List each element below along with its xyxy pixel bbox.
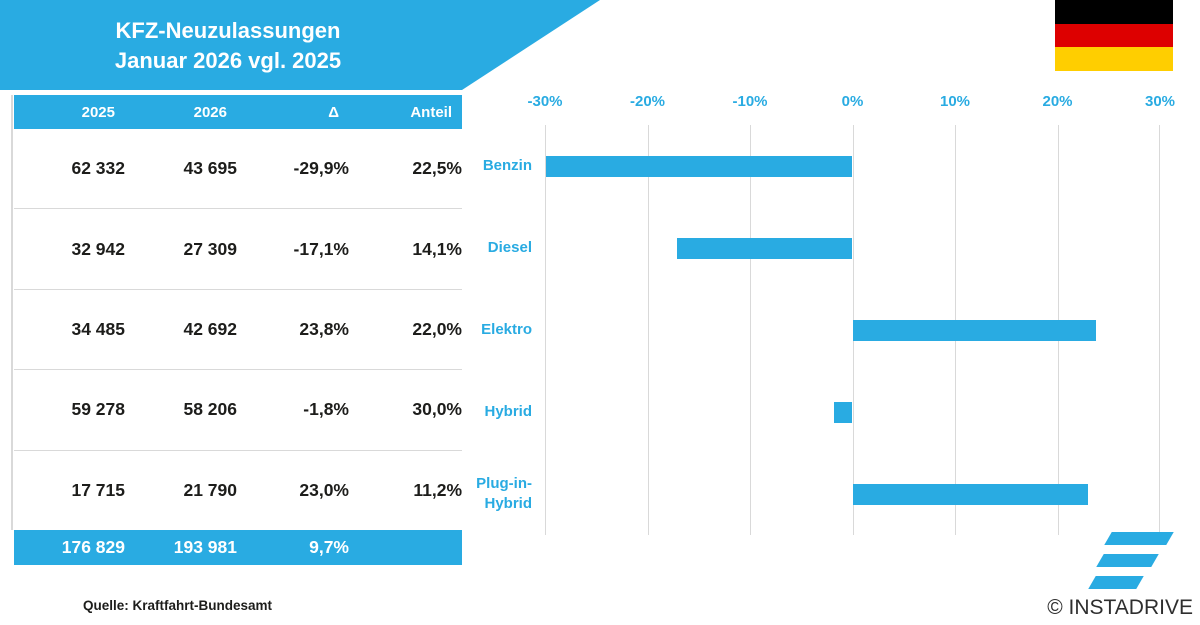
column-header-2025: 2025 (81, 103, 115, 121)
x-axis-tick-label: 0% (841, 93, 864, 110)
x-axis-tick-label: 10% (939, 93, 971, 110)
column-header-anteil: Anteil (410, 103, 452, 121)
x-axis-tick-label: 20% (1042, 93, 1073, 110)
total-delta: 9,7% (309, 537, 349, 557)
table-cell: 62 332 (71, 158, 125, 179)
table-cell: 14,1% (412, 238, 462, 259)
table-row: 59 278 58 206 -1,8% 30,0% (14, 370, 462, 451)
table-row: 62 332 43 695 -29,9% 22,5% (14, 129, 462, 210)
table-cell: 34 485 (71, 319, 125, 340)
table-row: 32 942 27 309 -17,1% 14,1% (14, 209, 462, 290)
table-cell: -1,8% (303, 399, 349, 420)
gridline (750, 125, 751, 535)
table-row: 34 485 42 692 23,8% 22,0% (14, 290, 462, 371)
table-cell: 30,0% (412, 399, 462, 420)
x-axis-tick-label: 30% (1144, 93, 1176, 110)
table-cell: 42 692 (183, 319, 237, 340)
bar-plug-in-hybrid (852, 483, 1089, 505)
table-cell: 23,0% (299, 479, 349, 500)
column-header-delta: Δ (328, 103, 339, 121)
title-line-1: KFZ-Neuzulassungen (115, 18, 341, 43)
category-label-elektro: Elektro (481, 321, 532, 338)
table-cell: 17 715 (71, 479, 125, 500)
table-total-row: 176 829 193 981 9,7% (14, 530, 462, 565)
copyright-label: © INSTADRIVE (1047, 596, 1193, 619)
bar-hybrid (834, 401, 853, 423)
table-cell: 32 942 (71, 238, 125, 259)
table-left-rule (11, 95, 13, 530)
germany-flag-icon (1055, 0, 1173, 72)
category-label-benzin: Benzin (482, 157, 532, 174)
table-cell: 21 790 (183, 479, 237, 500)
category-label-hybrid: Hybrid (484, 403, 532, 420)
total-2025: 176 829 (61, 537, 125, 557)
bar-elektro (852, 319, 1097, 341)
category-label-plug-in-hybrid: Plug-in-Hybrid (476, 475, 532, 512)
flag-stripe-red (1055, 23, 1173, 48)
table-cell: -29,9% (293, 158, 349, 179)
bar-benzin (546, 155, 853, 177)
table-cell: 59 278 (71, 399, 125, 420)
gridline (647, 125, 649, 535)
table-cell: 58 206 (183, 399, 237, 420)
x-axis-tick-label: -30% (527, 93, 563, 110)
flag-stripe-gold (1055, 47, 1173, 72)
logo-stripe-middle (1096, 554, 1159, 567)
plot-area (545, 125, 1160, 535)
table-cell: 23,8% (299, 319, 349, 340)
table-cell: 22,0% (412, 319, 462, 340)
table-cell: 43 695 (183, 158, 237, 179)
x-axis-labels: -30% -20% -10% 0% 10% 20% 30% (527, 93, 1175, 113)
flag-stripe-black (1055, 0, 1173, 24)
gridline (1159, 125, 1160, 535)
source-note: Quelle: Kraftfahrt-Bundesamt (83, 598, 273, 613)
page-title: KFZ-Neuzulassungen Januar 2026 vgl. 2025 (0, 16, 456, 76)
table-header-row: 2025 2026 Δ Anteil (14, 95, 462, 129)
logo-stripe-bottom (1088, 576, 1144, 589)
bar-diesel (677, 237, 853, 259)
gridline (545, 125, 546, 535)
column-header-2026: 2026 (193, 103, 227, 121)
table-row: 17 715 21 790 23,0% 11,2% (14, 451, 462, 530)
logo-stripe-top (1104, 532, 1174, 545)
category-labels: Benzin Diesel Elektro Hybrid Plug-in-Hybrid (457, 125, 532, 535)
table-cell: -17,1% (293, 238, 349, 259)
total-2026: 193 981 (173, 537, 237, 557)
table-cell: 22,5% (412, 158, 462, 179)
table-cell: 27 309 (183, 238, 237, 259)
title-line-2: Januar 2026 vgl. 2025 (114, 48, 342, 73)
x-axis-tick-label: -20% (629, 93, 666, 110)
table-cell: 11,2% (413, 479, 462, 500)
instadrive-logo-icon (1088, 532, 1174, 590)
table-body: 62 332 43 695 -29,9% 22,5% 32 942 27 309 -17,1… (14, 129, 462, 530)
category-label-diesel: Diesel (487, 239, 532, 256)
x-axis-tick-label: -10% (732, 93, 768, 110)
